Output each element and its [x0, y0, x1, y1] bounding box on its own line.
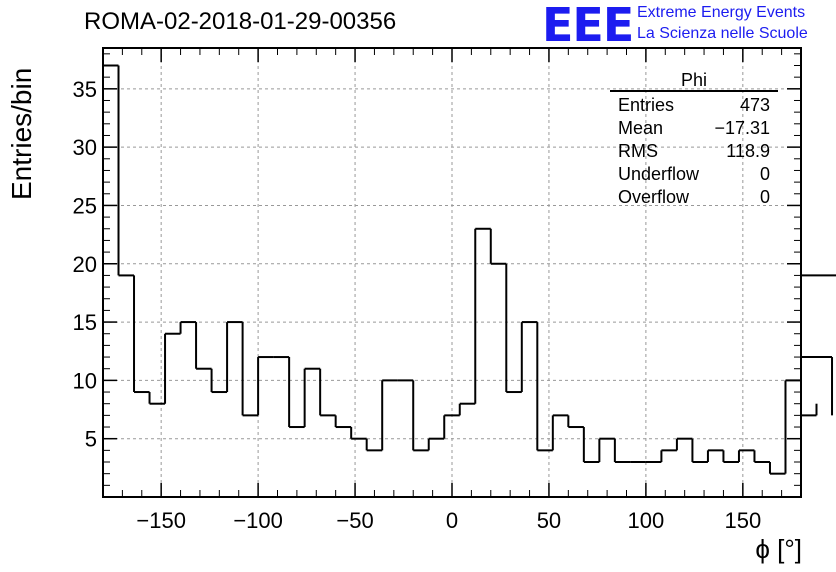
x-tick-label: 100	[628, 508, 665, 533]
stats-label: Mean	[618, 118, 664, 138]
stats-label: Overflow	[618, 187, 690, 207]
stats-row: Mean −17.31	[610, 117, 778, 140]
stats-row: Entries 473	[610, 94, 778, 117]
stats-value: 473	[739, 95, 770, 115]
stats-label: Underflow	[618, 164, 700, 184]
stats-label: RMS	[618, 141, 658, 161]
x-tick-label: −100	[233, 508, 283, 533]
stats-value: 118.9	[726, 141, 770, 161]
y-tick-label: 25	[73, 193, 97, 218]
axis-ticks: −150 −100 −50 0 50 100 150 5 10 15 20 25 30 35	[73, 48, 801, 533]
stats-row: Underflow 0	[610, 163, 778, 186]
x-tick-label: 50	[537, 508, 561, 533]
y-tick-label: 15	[73, 310, 97, 335]
stats-label: Entries	[618, 95, 675, 115]
histogram-layer	[103, 64, 836, 475]
stats-row: RMS 118.9	[610, 140, 778, 163]
y-tick-label: 30	[73, 135, 97, 160]
y-tick-label: 35	[73, 77, 97, 102]
eee-logo: EEE	[542, 0, 634, 52]
grid-lines	[103, 48, 801, 497]
y-tick-label: 10	[73, 368, 97, 393]
stats-value: −17.31	[714, 118, 770, 138]
y-axis-label: Entries/bin	[6, 67, 37, 200]
stats-value: 0	[759, 187, 770, 207]
stats-title: Phi	[610, 70, 778, 92]
chart-title: ROMA-02-2018-01-29-00356	[84, 8, 397, 35]
logo-line-2: La Scienza nelle Scuole	[637, 25, 808, 42]
x-tick-label: −150	[136, 508, 186, 533]
y-tick-label: 5	[85, 427, 97, 452]
stats-value: 0	[759, 164, 770, 184]
x-axis-label: ϕ [°]	[755, 534, 802, 564]
y-tick-label: 20	[73, 252, 97, 277]
stats-box: Phi Entries 473 Mean −17.31 RMS 118.9 Un…	[610, 70, 778, 209]
logo-line-1: Extreme Energy Events	[637, 4, 806, 21]
x-tick-label: −50	[336, 508, 373, 533]
x-tick-label: 150	[724, 508, 761, 533]
x-tick-label: 0	[446, 508, 458, 533]
stats-row: Overflow 0	[610, 186, 778, 209]
